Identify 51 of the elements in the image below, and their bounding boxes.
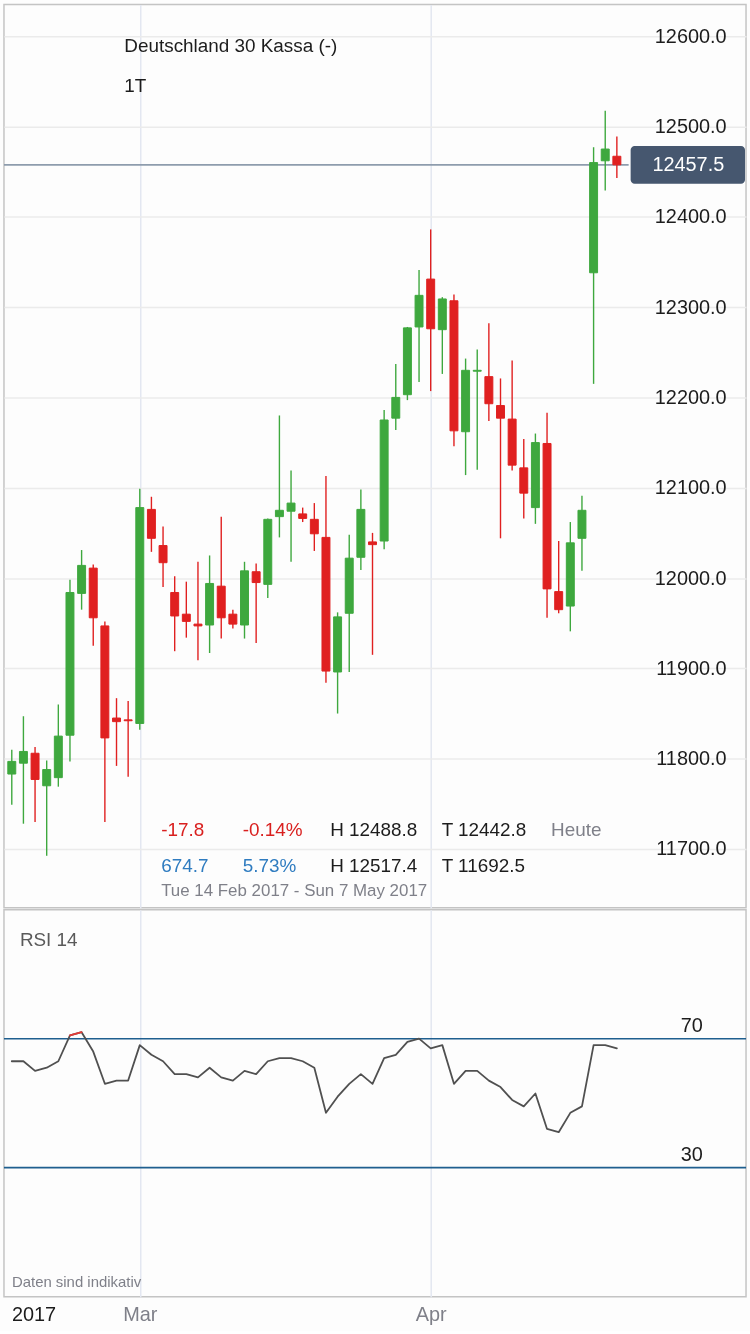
y-tick-label: 11800.0 — [656, 747, 727, 770]
annotation: T 12442.8 — [441, 819, 527, 841]
candlestick — [42, 759, 52, 857]
candlestick — [7, 748, 17, 806]
text: 2017 — [11, 1302, 57, 1325]
y-tick-label: 12400.0 — [654, 205, 727, 228]
annotation: T 11692.5 — [441, 854, 525, 876]
candlestick — [309, 502, 319, 552]
candlestick — [274, 414, 284, 539]
candlestick — [612, 135, 622, 179]
y-tick-label: 30 — [680, 1143, 703, 1166]
annotation: Daten sind indikativ — [11, 1272, 142, 1290]
y-tick-label: 70 — [680, 1014, 703, 1037]
candlestick — [600, 110, 610, 192]
text: Deutschland 30 Kassa (-) — [124, 35, 338, 57]
candlestick — [170, 575, 180, 652]
y-tick-label: 11700.0 — [656, 837, 727, 860]
annotation: H 12488.8 — [330, 819, 418, 841]
candlestick — [18, 715, 28, 825]
candlestick — [123, 700, 133, 778]
candlestick — [228, 608, 238, 630]
candlestick — [181, 580, 191, 639]
text: 1T — [124, 75, 147, 97]
candlestick — [286, 469, 296, 563]
candlestick — [251, 562, 261, 644]
annotation: H 12517.4 — [330, 854, 418, 876]
candlestick — [368, 532, 377, 656]
y-tick-label: 12500.0 — [654, 114, 727, 137]
annotation: 5.73% — [242, 854, 297, 876]
candlestick — [496, 377, 505, 540]
y-tick-label: 12000.0 — [654, 566, 727, 589]
y-tick-label: 12300.0 — [654, 295, 727, 318]
candlestick — [158, 525, 168, 588]
annotation: Heute — [551, 819, 602, 841]
x-tick-label: Apr — [415, 1303, 448, 1325]
annotation: Tue 14 Feb 2017 - Sun 7 May 2017 — [161, 880, 428, 900]
y-tick-label: 11900.0 — [656, 656, 727, 679]
text: RSI 14 — [19, 928, 78, 950]
candlestick — [391, 363, 401, 431]
y-tick-label: 12200.0 — [654, 385, 727, 408]
annotation: 674.7 — [161, 854, 209, 876]
y-tick-label: 12100.0 — [654, 476, 727, 499]
candlestick — [554, 540, 564, 614]
candlestick — [112, 697, 121, 767]
x-tick-label: Mar — [123, 1303, 158, 1325]
annotation: -17.8 — [161, 819, 205, 841]
y-tick-label: 12600.0 — [654, 24, 727, 47]
candlestick — [472, 348, 482, 471]
candlestick — [193, 561, 203, 661]
ref-line-label: 12457.5 — [652, 152, 725, 175]
annotation: -0.14% — [242, 819, 303, 841]
